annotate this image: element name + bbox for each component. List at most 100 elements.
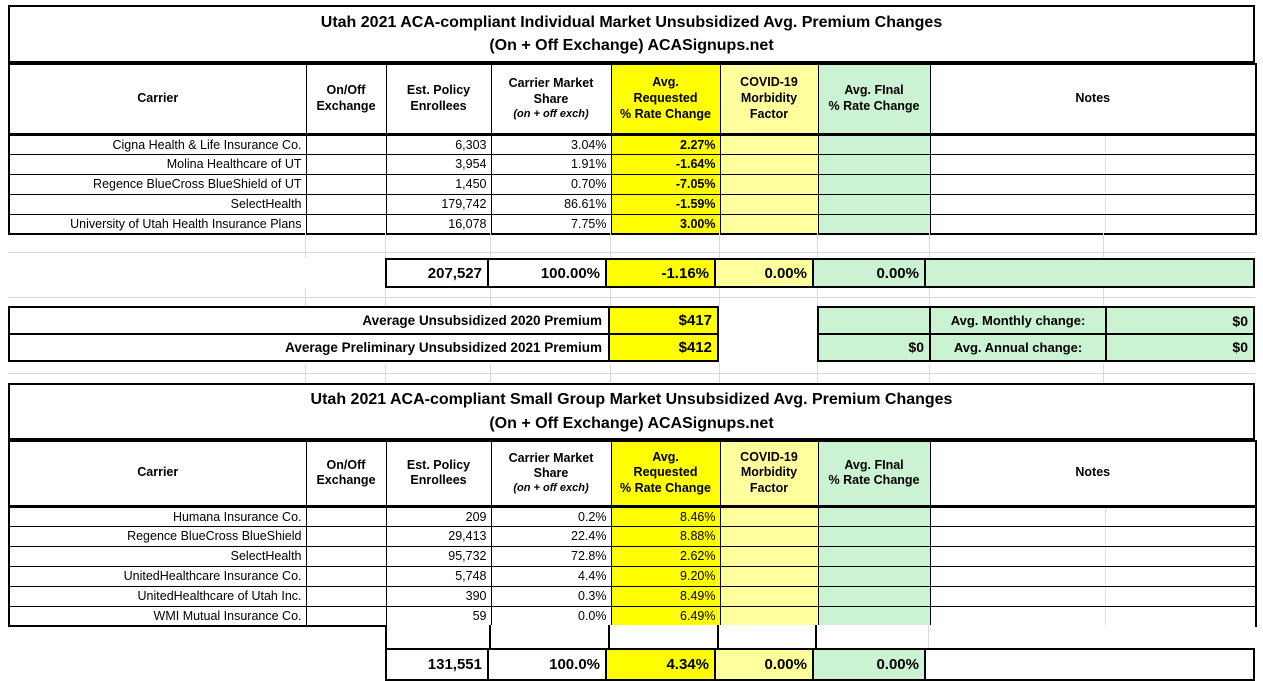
total-covid[interactable]: 0.00% [716,650,814,679]
cell-covid[interactable] [719,565,819,587]
cell-share[interactable]: 7.75% [490,213,612,235]
cell-covid[interactable] [719,605,819,627]
cell-exchange[interactable] [305,213,387,235]
cell-covid[interactable] [719,213,819,235]
cell-share[interactable]: 4.4% [490,565,612,587]
col-header-exchange[interactable]: On/Off Exchange [305,63,387,136]
cell-share[interactable]: 0.3% [490,585,612,607]
col-header-notes[interactable]: Notes [929,63,1257,136]
col-header-carrier[interactable]: Carrier [8,63,307,136]
cell-share[interactable]: 0.70% [490,173,612,195]
cell-enrollees[interactable]: 390 [385,585,492,607]
cell-final[interactable] [817,153,931,175]
total-final[interactable]: 0.00% [814,260,926,286]
cell-exchange[interactable] [305,605,387,627]
cell-covid[interactable] [719,173,819,195]
total-requested[interactable]: 4.34% [607,650,716,679]
cell-final[interactable] [817,525,931,547]
cell-enrollees[interactable]: 209 [385,505,492,527]
cell-carrier[interactable]: UnitedHealthcare Insurance Co. [8,565,307,587]
cell-exchange[interactable] [305,193,387,215]
cell-notes[interactable] [929,505,1257,527]
cell-carrier[interactable]: University of Utah Health Insurance Plan… [8,213,307,235]
cell-enrollees[interactable]: 16,078 [385,213,492,235]
col-header-enrollees[interactable]: Est. Policy Enrollees [385,63,492,136]
cell-requested[interactable]: 9.20% [610,565,721,587]
cell-exchange[interactable] [305,585,387,607]
summary-value[interactable]: $412 [608,334,717,360]
change-spacer-cell[interactable] [819,308,931,333]
col-header-notes[interactable]: Notes [929,440,1257,508]
cell-requested[interactable]: 8.46% [610,505,721,527]
cell-requested[interactable]: 8.49% [610,585,721,607]
cell-final[interactable] [817,605,931,627]
summary-value[interactable]: $417 [608,308,717,333]
cell-final[interactable] [817,585,931,607]
cell-notes[interactable] [929,213,1257,235]
cell-share[interactable]: 0.2% [490,505,612,527]
cell-notes[interactable] [929,545,1257,567]
col-header-market-share[interactable]: Carrier Market Share (on + off exch) [490,440,612,508]
total-final[interactable]: 0.00% [814,650,926,679]
cell-notes[interactable] [929,585,1257,607]
cell-requested[interactable]: 6.49% [610,605,721,627]
annual-left-value[interactable]: $0 [819,334,931,360]
monthly-change-label[interactable]: Avg. Monthly change: [931,308,1107,333]
cell-requested[interactable]: 2.27% [610,133,721,155]
cell-share[interactable]: 72.8% [490,545,612,567]
total-notes[interactable] [926,260,1253,286]
col-header-covid[interactable]: COVID-19 Morbidity Factor [719,63,819,136]
cell-notes[interactable] [929,153,1257,175]
cell-carrier[interactable]: SelectHealth [8,193,307,215]
cell-enrollees[interactable]: 95,732 [385,545,492,567]
cell-notes[interactable] [929,605,1257,627]
cell-covid[interactable] [719,133,819,155]
cell-carrier[interactable]: Regence BlueCross BlueShield of UT [8,173,307,195]
cell-exchange[interactable] [305,133,387,155]
cell-final[interactable] [817,133,931,155]
cell-carrier[interactable]: Cigna Health & Life Insurance Co. [8,133,307,155]
cell-enrollees[interactable]: 3,954 [385,153,492,175]
cell-enrollees[interactable]: 1,450 [385,173,492,195]
total-notes[interactable] [926,650,1253,679]
individual-market-title[interactable]: Utah 2021 ACA-compliant Individual Marke… [8,5,1255,63]
cell-requested[interactable]: -7.05% [610,173,721,195]
cell-enrollees[interactable]: 29,413 [385,525,492,547]
cell-share[interactable]: 3.04% [490,133,612,155]
cell-final[interactable] [817,565,931,587]
total-share[interactable]: 100.00% [489,260,607,286]
total-covid[interactable]: 0.00% [716,260,814,286]
cell-notes[interactable] [929,565,1257,587]
cell-carrier[interactable]: Molina Healthcare of UT [8,153,307,175]
cell-enrollees[interactable]: 179,742 [385,193,492,215]
small-group-market-title[interactable]: Utah 2021 ACA-compliant Small Group Mark… [8,383,1255,440]
col-header-exchange[interactable]: On/Off Exchange [305,440,387,508]
cell-carrier[interactable]: SelectHealth [8,545,307,567]
col-header-enrollees[interactable]: Est. Policy Enrollees [385,440,492,508]
cell-requested[interactable]: -1.64% [610,153,721,175]
cell-covid[interactable] [719,525,819,547]
cell-covid[interactable] [719,505,819,527]
cell-carrier[interactable]: WMI Mutual Insurance Co. [8,605,307,627]
col-header-final[interactable]: Avg. FInal % Rate Change [817,440,931,508]
cell-exchange[interactable] [305,505,387,527]
cell-requested[interactable]: 2.62% [610,545,721,567]
cell-covid[interactable] [719,153,819,175]
cell-exchange[interactable] [305,153,387,175]
annual-change-value[interactable]: $0 [1107,334,1253,360]
summary-label[interactable]: Average Preliminary Unsubsidized 2021 Pr… [285,339,602,355]
cell-notes[interactable] [929,133,1257,155]
cell-final[interactable] [817,545,931,567]
cell-exchange[interactable] [305,173,387,195]
cell-covid[interactable] [719,545,819,567]
col-header-requested[interactable]: Avg. Requested % Rate Change [610,63,721,136]
col-header-carrier[interactable]: Carrier [8,440,307,508]
col-header-covid[interactable]: COVID-19 Morbidity Factor [719,440,819,508]
cell-exchange[interactable] [305,545,387,567]
col-header-market-share[interactable]: Carrier Market Share (on + off exch) [490,63,612,136]
cell-requested[interactable]: -1.59% [610,193,721,215]
cell-share[interactable]: 0.0% [490,605,612,627]
cell-notes[interactable] [929,525,1257,547]
annual-change-label[interactable]: Avg. Annual change: [931,334,1107,360]
cell-exchange[interactable] [305,525,387,547]
